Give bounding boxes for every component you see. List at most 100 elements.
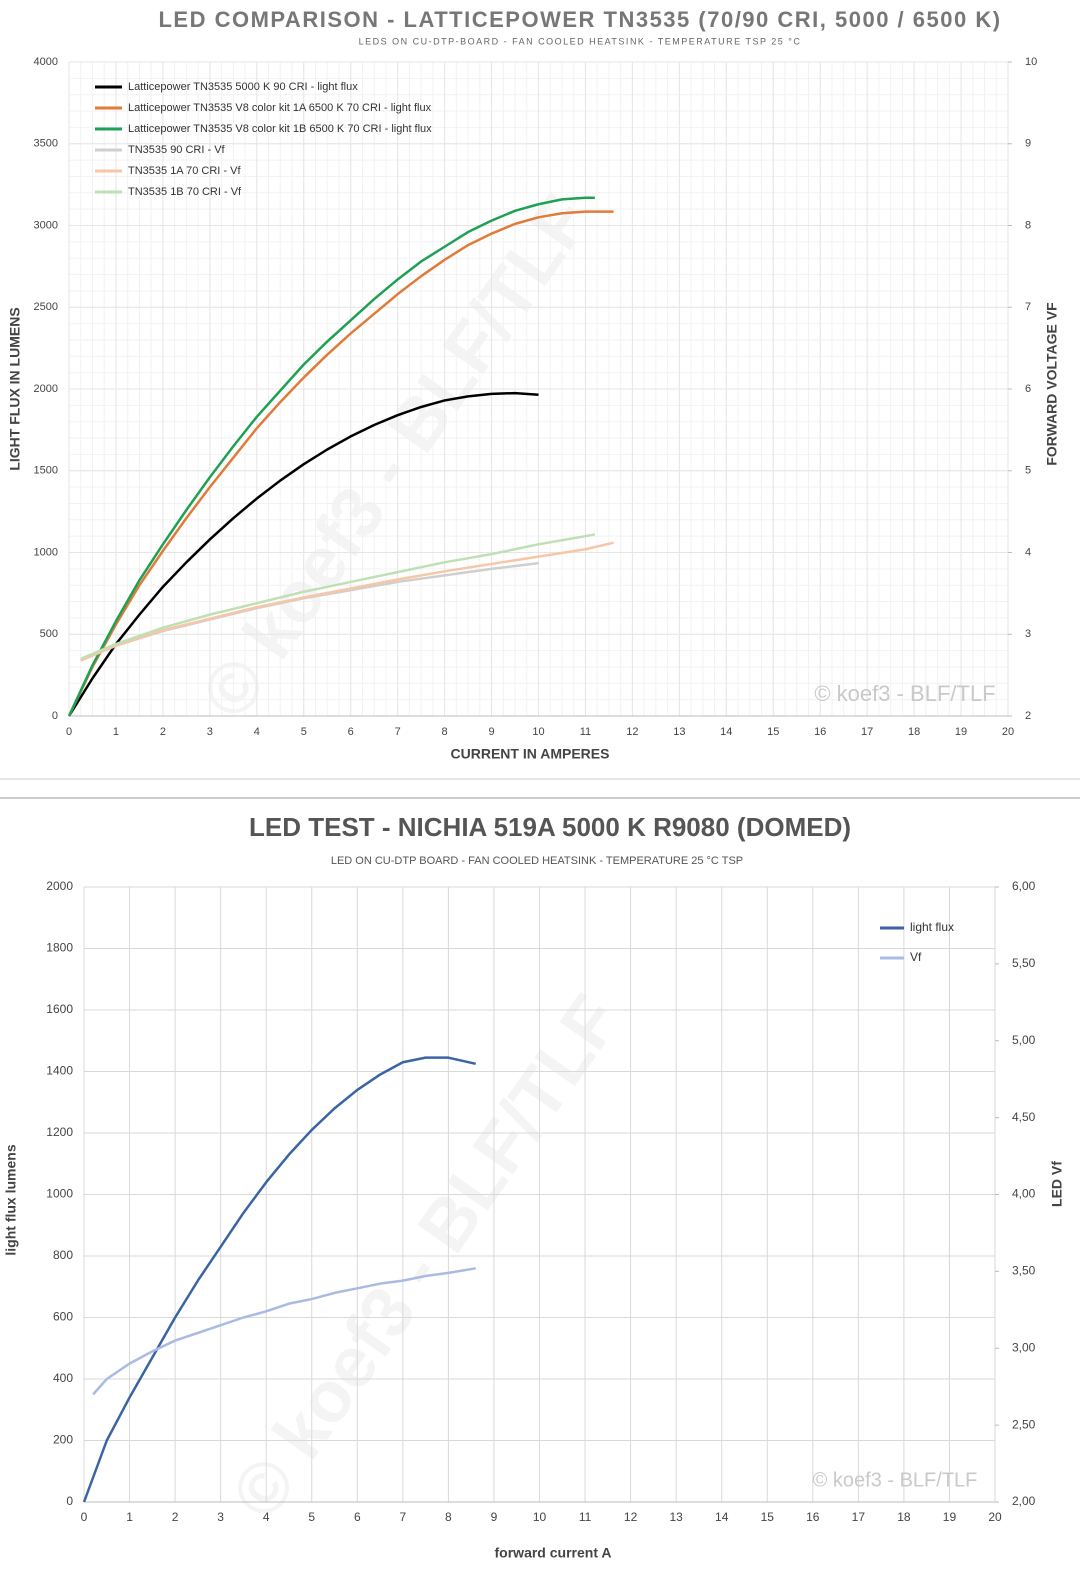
y-tick-label: 3500	[34, 138, 58, 150]
y-tick-label: 0	[66, 1494, 73, 1508]
y-tick-label: 2000	[46, 879, 73, 893]
x-tick-label: 8	[442, 726, 448, 738]
y-tick-label: 800	[53, 1248, 73, 1262]
x-tick-label: 5	[308, 1510, 315, 1524]
y2-tick-label: 2,00	[1012, 1494, 1036, 1508]
x-tick-label: 20	[1002, 726, 1014, 738]
chart-title: LED TEST - NICHIA 519A 5000 K R9080 (DOM…	[249, 812, 851, 842]
y-axis-label: light flux lumens	[3, 1144, 19, 1255]
y2-tick-label: 8	[1025, 219, 1031, 231]
x-tick-label: 14	[715, 1510, 729, 1524]
x-tick-label: 2	[172, 1510, 179, 1524]
y-tick-label: 0	[52, 710, 58, 722]
x-tick-label: 5	[301, 726, 307, 738]
x-tick-label: 12	[626, 726, 638, 738]
x-tick-label: 3	[207, 726, 213, 738]
series-line	[80, 533, 596, 660]
y2-tick-label: 4,50	[1012, 1110, 1036, 1124]
y-tick-label: 600	[53, 1310, 73, 1324]
watermark: © koef3 - BLF/TLF	[813, 1469, 978, 1491]
x-tick-label: 3	[217, 1510, 224, 1524]
x-tick-label: 0	[66, 726, 72, 738]
x-tick-label: 17	[861, 726, 873, 738]
y2-tick-label: 6,00	[1012, 879, 1036, 893]
x-tick-label: 19	[943, 1510, 957, 1524]
watermark: © koef3 - BLF/TLF	[216, 981, 635, 1532]
y-axis-label: LIGHT FLUX IN LUMENS	[7, 307, 23, 470]
x-tick-label: 8	[445, 1510, 452, 1524]
y2-tick-label: 5	[1025, 465, 1031, 477]
x-tick-label: 1	[113, 726, 119, 738]
y-tick-label: 1500	[34, 465, 58, 477]
y-tick-label: 2000	[34, 383, 58, 395]
x-tick-label: 7	[395, 726, 401, 738]
y2-tick-label: 3	[1025, 628, 1031, 640]
x-tick-label: 10	[533, 1510, 547, 1524]
x-tick-label: 13	[673, 726, 685, 738]
y2-tick-label: 3,50	[1012, 1264, 1036, 1278]
x-tick-label: 16	[806, 1510, 820, 1524]
y2-tick-label: 2	[1025, 710, 1031, 722]
chart-subtitle: LEDS ON CU-DTP-BOARD - FAN COOLED HEATSI…	[359, 36, 802, 46]
y-tick-label: 200	[53, 1433, 73, 1447]
x-tick-label: 1	[126, 1510, 133, 1524]
y-tick-label: 1400	[46, 1064, 73, 1078]
legend-label: Latticepower TN3535 5000 K 90 CRI - ligh…	[128, 81, 358, 93]
y2-tick-label: 6	[1025, 383, 1031, 395]
x-tick-label: 6	[354, 1510, 361, 1524]
legend-label: TN3535 1A 70 CRI - Vf	[128, 165, 241, 177]
x-tick-label: 20	[988, 1510, 1002, 1524]
x-tick-label: 9	[491, 1510, 498, 1524]
legend-label: light flux	[910, 920, 954, 934]
y2-tick-label: 3,00	[1012, 1340, 1036, 1354]
x-tick-label: 12	[624, 1510, 638, 1524]
series-line	[67, 391, 539, 717]
legend-label: TN3535 1B 70 CRI - Vf	[128, 186, 242, 198]
x-tick-label: 11	[580, 726, 591, 738]
chart-subtitle: LED ON CU-DTP BOARD - FAN COOLED HEATSIN…	[331, 855, 743, 867]
y-tick-label: 4000	[34, 56, 58, 68]
x-tick-label: 17	[852, 1510, 866, 1524]
x-tick-label: 15	[761, 1510, 775, 1524]
y-tick-label: 500	[40, 628, 58, 640]
x-tick-label: 7	[400, 1510, 407, 1524]
x-tick-label: 2	[160, 726, 166, 738]
y2-tick-label: 4	[1025, 546, 1031, 558]
y-tick-label: 400	[53, 1371, 73, 1385]
x-tick-label: 14	[720, 726, 732, 738]
chart-title: LED COMPARISON - LATTICEPOWER TN3535 (70…	[158, 7, 1001, 32]
watermark: © koef3 - BLF/TLF	[814, 681, 995, 706]
x-tick-label: 16	[814, 726, 826, 738]
y2-tick-label: 4,00	[1012, 1187, 1036, 1201]
x-tick-label: 18	[897, 1510, 911, 1524]
series-line	[67, 196, 595, 717]
y2-tick-label: 2,50	[1012, 1417, 1036, 1431]
legend-label: Vf	[910, 950, 922, 964]
x-tick-label: 4	[254, 726, 260, 738]
y-tick-label: 1800	[46, 941, 73, 955]
series-line	[82, 1056, 477, 1503]
legend-label: Latticepower TN3535 V8 color kit 1A 6500…	[128, 102, 432, 114]
x-axis-label: forward current A	[495, 1545, 612, 1561]
y2-axis-label: LED Vf	[1049, 1161, 1065, 1207]
x-tick-label: 11	[579, 1510, 592, 1524]
y2-tick-label: 7	[1025, 301, 1031, 313]
y-tick-label: 3000	[34, 219, 58, 231]
y2-tick-label: 9	[1025, 138, 1031, 150]
series-line	[80, 541, 614, 662]
x-tick-label: 6	[348, 726, 354, 738]
x-axis-label: CURRENT IN AMPERES	[451, 746, 610, 762]
y-tick-label: 1200	[46, 1125, 73, 1139]
x-tick-label: 15	[767, 726, 779, 738]
y-tick-label: 1000	[46, 1187, 73, 1201]
legend-label: TN3535 90 CRI - Vf	[128, 144, 226, 156]
y2-tick-label: 5,00	[1012, 1033, 1036, 1047]
x-tick-label: 13	[669, 1510, 683, 1524]
x-tick-label: 0	[81, 1510, 88, 1524]
y2-tick-label: 5,50	[1012, 956, 1036, 970]
x-tick-label: 18	[908, 726, 920, 738]
series-line	[67, 210, 614, 717]
y2-axis-label: FORWARD VOLTAGE VF	[1044, 302, 1060, 466]
x-tick-label: 9	[488, 726, 494, 738]
